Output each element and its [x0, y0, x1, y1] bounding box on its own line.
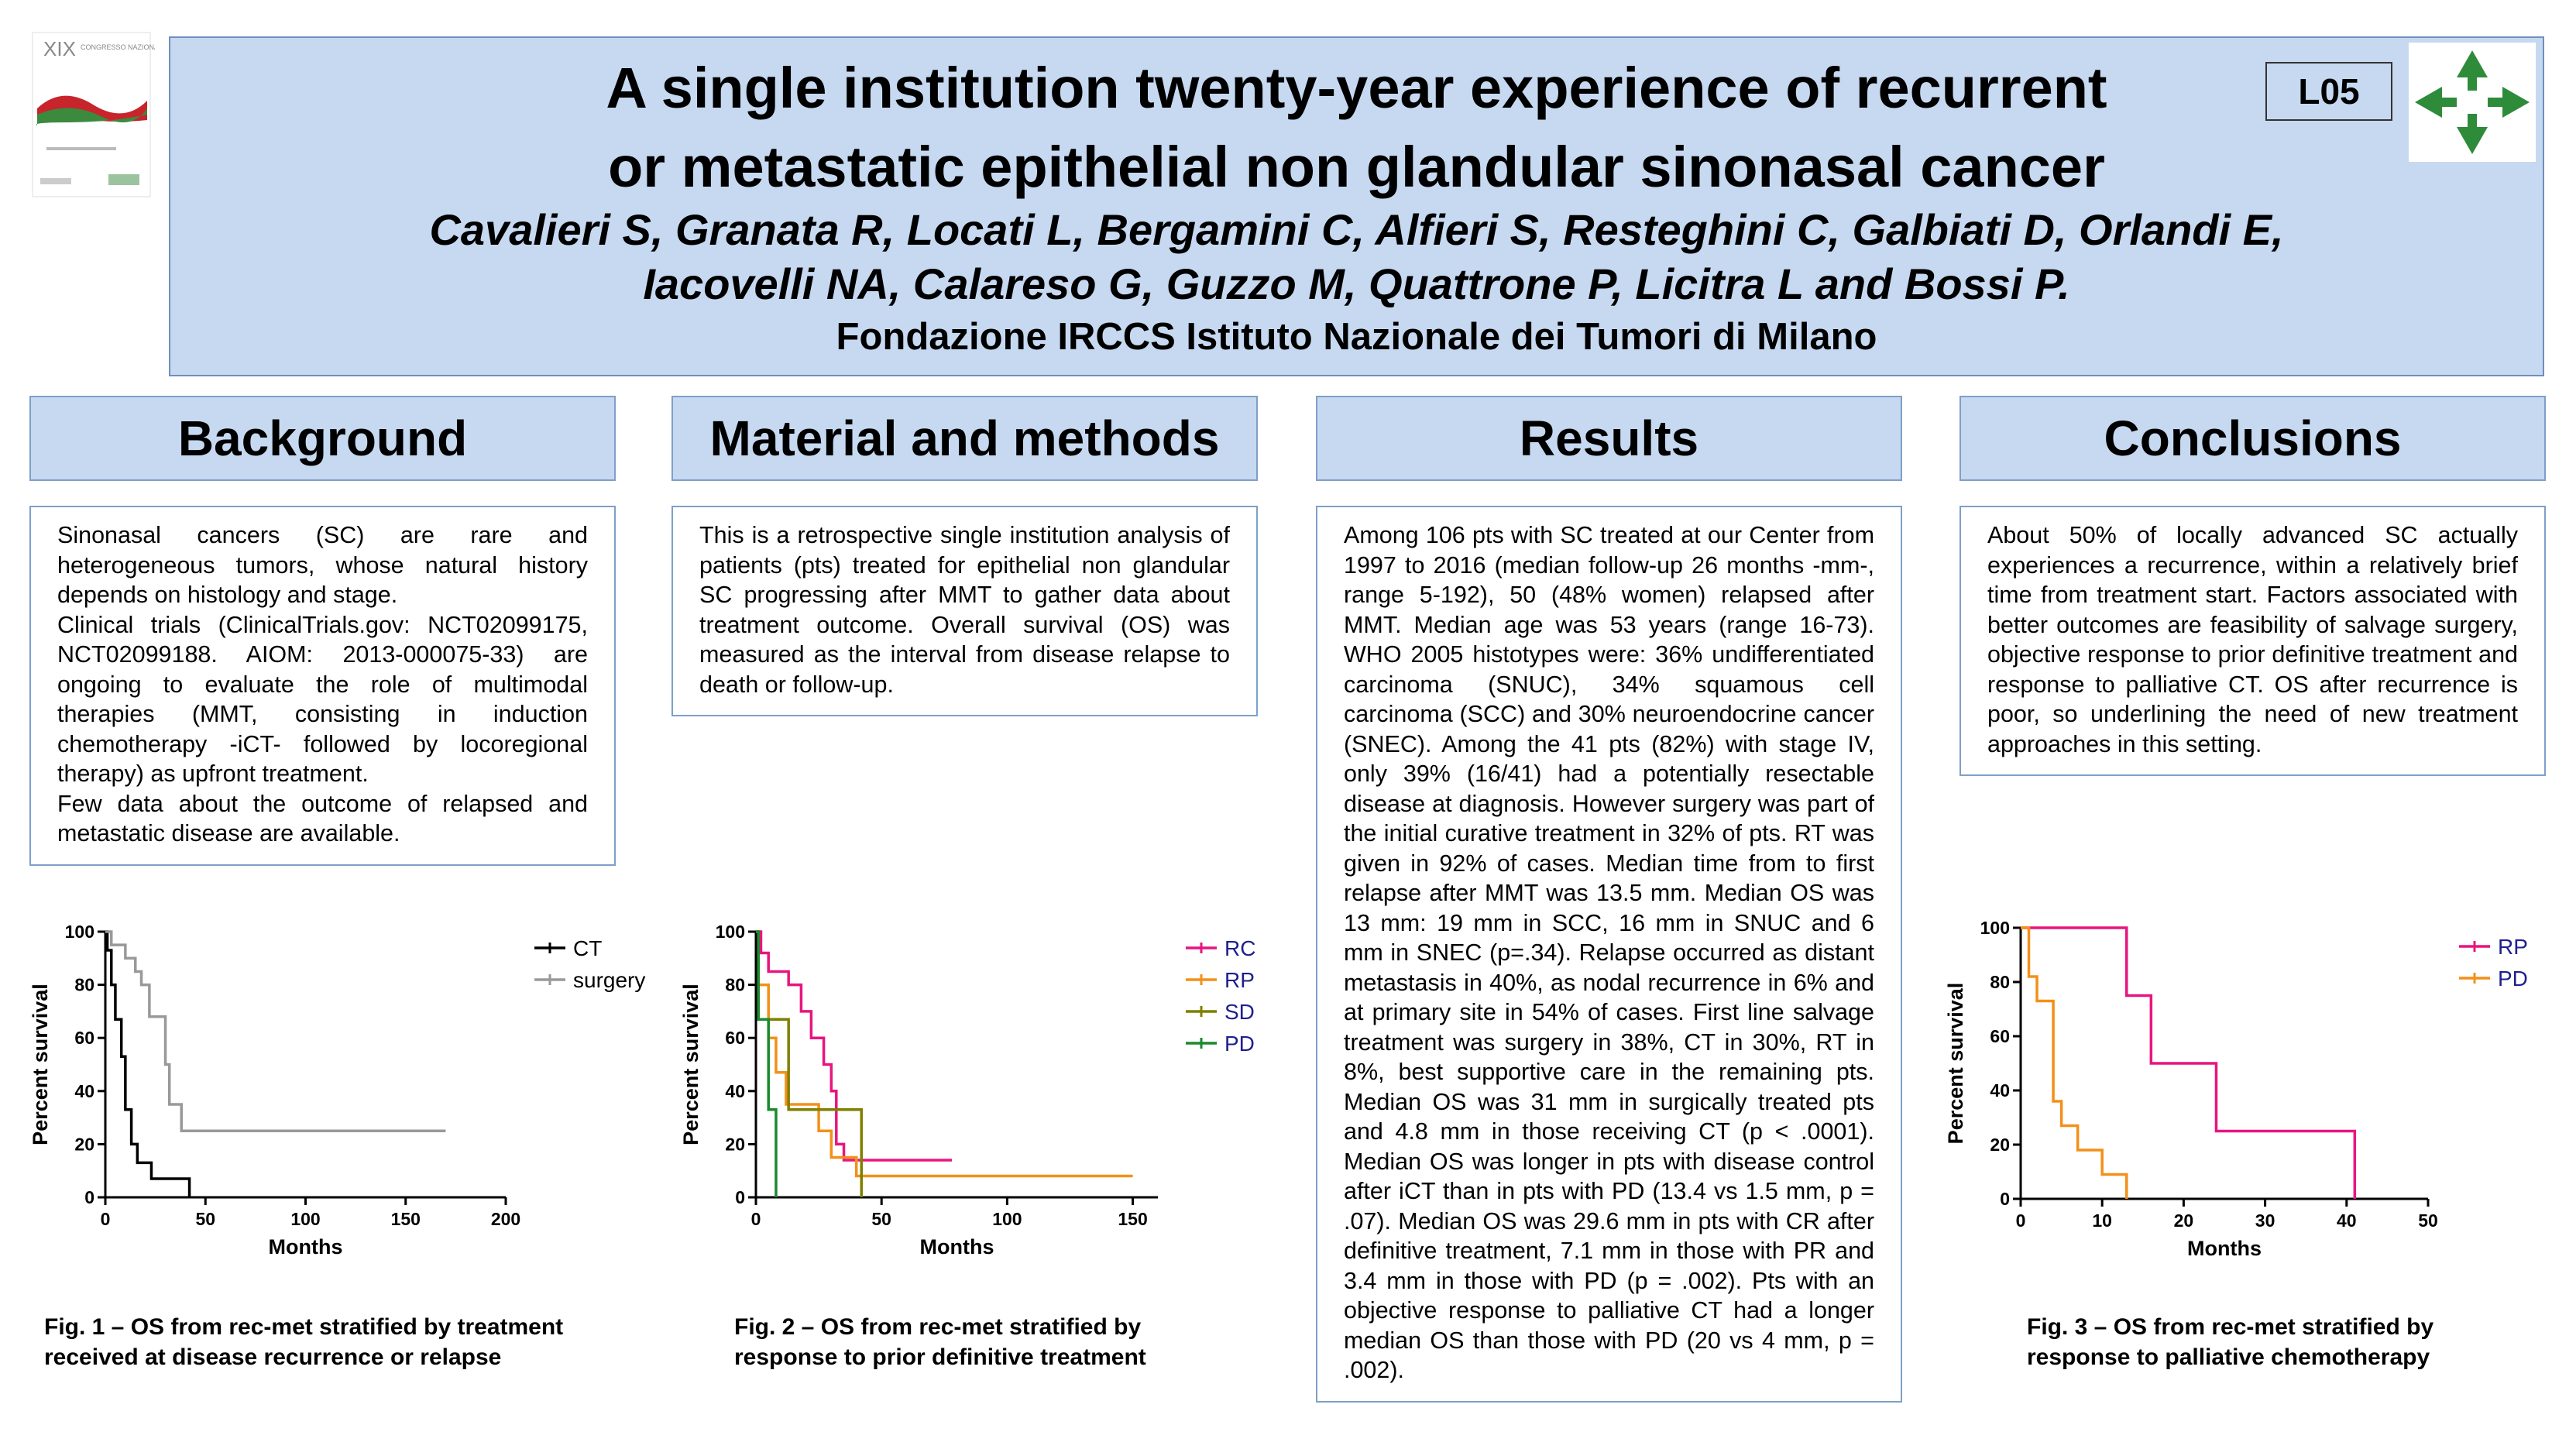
paragraph: About 50% of locally advanced SC actuall… [1987, 522, 2518, 757]
y-tick-label: 80 [1990, 972, 2010, 992]
y-tick-label: 40 [1990, 1080, 2010, 1100]
y-tick-label: 60 [74, 1028, 94, 1048]
section-body: This is a retrospective single instituti… [671, 506, 1258, 716]
paragraph: Among 106 pts with SC treated at our Cen… [1344, 522, 1874, 1383]
figure-caption: response to palliative chemotherapy [2027, 1344, 2430, 1370]
survival-curve [105, 930, 446, 1132]
section-body: About 50% of locally advanced SC actuall… [1959, 506, 2546, 776]
authors: Cavalieri S, Granata R, Locati L, Bergam… [429, 205, 2284, 254]
x-tick-label: 10 [2092, 1210, 2112, 1231]
section-body: Among 106 pts with SC treated at our Cen… [1316, 506, 1902, 1403]
left-logo: XIX CONGRESSO NAZIONALE AIOM [32, 32, 155, 197]
legend-label: RP [1224, 968, 1255, 992]
x-tick-label: 50 [871, 1209, 891, 1229]
y-tick-label: 20 [725, 1134, 745, 1154]
x-tick-label: 30 [2255, 1210, 2275, 1231]
y-tick-label: 0 [84, 1187, 94, 1207]
figure-caption: Fig. 3 – OS from rec-met stratified by [2027, 1314, 2433, 1340]
y-tick-label: 60 [1990, 1026, 2010, 1046]
section-heading: Material and methods [671, 396, 1258, 481]
poster-code: L05 [2265, 62, 2392, 121]
x-axis-title: Months [920, 1235, 994, 1258]
logo-caption: CONGRESSO NAZIONALE AIOM [81, 43, 155, 51]
logo-flag-green [36, 108, 148, 125]
x-tick-label: 20 [2174, 1210, 2194, 1231]
x-tick-label: 0 [751, 1209, 761, 1229]
y-tick-label: 100 [716, 922, 745, 942]
section-heading: Results [1316, 396, 1902, 481]
x-axis-title: Months [2187, 1237, 2262, 1260]
logo-sponsor [40, 178, 71, 184]
x-tick-label: 100 [992, 1209, 1022, 1229]
right-logo [2409, 43, 2536, 162]
survival-curve [756, 930, 1133, 1178]
logo-sponsor [108, 174, 139, 185]
logo-rule [46, 147, 116, 150]
y-tick-label: 80 [74, 975, 94, 995]
paragraph: Few data about the outcome of relapsed a… [57, 790, 588, 847]
y-tick-label: 100 [65, 922, 94, 942]
y-tick-label: 20 [1990, 1135, 2010, 1155]
figure-caption: received at disease recurrence or relaps… [44, 1344, 501, 1370]
x-tick-label: 150 [1118, 1209, 1147, 1229]
survival-curve [105, 930, 191, 1197]
arrow [2457, 114, 2488, 154]
authors: Iacovelli NA, Calareso G, Guzzo M, Quatt… [643, 259, 2070, 308]
legend-label: RC [1224, 936, 1255, 960]
paragraph: Clinical trials (ClinicalTrials.gov: NCT… [57, 611, 588, 788]
arrow [2457, 50, 2488, 91]
x-tick-label: 200 [491, 1209, 520, 1229]
x-tick-label: 100 [290, 1209, 320, 1229]
y-tick-label: 100 [1980, 918, 2010, 938]
y-axis-title: Percent survival [679, 984, 702, 1145]
y-tick-label: 40 [725, 1081, 745, 1101]
x-tick-label: 50 [195, 1209, 215, 1229]
title: A single institution twenty-year experie… [606, 56, 2107, 120]
paragraph: Sinonasal cancers (SC) are rare and hete… [57, 522, 588, 608]
x-axis-title: Months [269, 1235, 343, 1258]
figure-caption: Fig. 2 – OS from rec-met stratified by [734, 1314, 1141, 1340]
y-tick-label: 0 [2000, 1189, 2010, 1209]
section-heading: Background [29, 396, 616, 481]
x-tick-label: 0 [101, 1209, 111, 1229]
x-tick-label: 150 [391, 1209, 421, 1229]
x-tick-label: 50 [2418, 1210, 2438, 1231]
legend-label: PD [2498, 967, 2528, 991]
legend-label: RP [2498, 935, 2528, 959]
section-body: Sinonasal cancers (SC) are rare and hete… [29, 506, 616, 866]
y-tick-label: 80 [725, 975, 745, 995]
y-tick-label: 40 [74, 1081, 94, 1101]
y-tick-label: 0 [735, 1187, 745, 1207]
title: or metastatic epithelial non glandular s… [608, 135, 2105, 199]
survival-curve [756, 930, 953, 1162]
figure-caption: Fig. 1 – OS from rec-met stratified by t… [44, 1314, 563, 1340]
section-heading: Conclusions [1959, 396, 2546, 481]
y-axis-title: Percent survival [29, 984, 52, 1145]
legend-label: surgery [573, 968, 645, 992]
x-tick-label: 40 [2337, 1210, 2357, 1231]
logo-xix: XIX [43, 37, 76, 60]
y-tick-label: 60 [725, 1028, 745, 1048]
figure-caption: response to prior definitive treatment [734, 1344, 1146, 1370]
x-tick-label: 0 [2016, 1210, 2026, 1231]
legend-label: SD [1224, 1000, 1255, 1024]
arrow [2415, 87, 2457, 118]
header: A single institution twenty-year experie… [169, 36, 2544, 376]
survival-curve [2021, 926, 2357, 1199]
y-axis-title: Percent survival [1944, 983, 1967, 1145]
legend-label: CT [573, 936, 602, 960]
affiliation: Fondazione IRCCS Istituto Nazionale dei … [836, 316, 1877, 358]
survival-curve [756, 930, 778, 1197]
survival-curve [2021, 926, 2128, 1199]
legend-label: PD [1224, 1032, 1255, 1056]
y-tick-label: 20 [74, 1134, 94, 1154]
paragraph: This is a retrospective single instituti… [699, 522, 1230, 698]
arrow [2488, 87, 2530, 118]
